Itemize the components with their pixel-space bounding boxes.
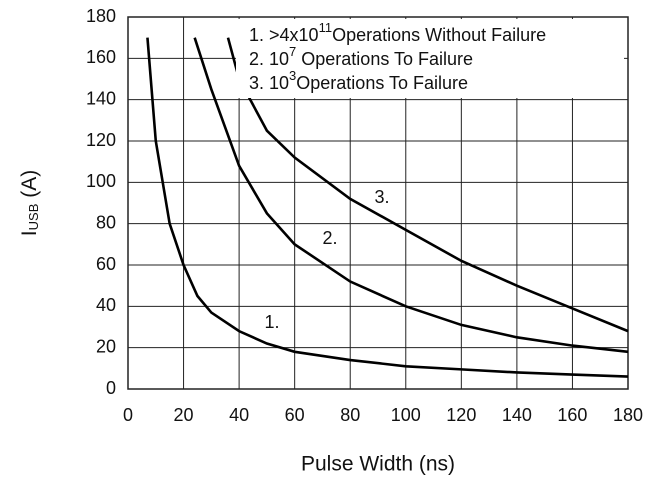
legend-text: 2. 10 (249, 49, 289, 69)
x-axis-label: Pulse Width (ns) (301, 453, 455, 476)
y-label-sub: USB (26, 204, 41, 231)
plot-frame (127, 16, 629, 390)
x-tick-label: 160 (557, 405, 587, 425)
y-tick-label: 160 (86, 47, 116, 67)
curve-label: 2. (322, 228, 337, 248)
x-tick-label: 40 (229, 405, 249, 425)
y-tick-label: 120 (86, 130, 116, 150)
curve (193, 37, 629, 354)
legend-entry: 3. 103Operations To Failure (249, 68, 468, 92)
x-tick-label: 120 (446, 405, 476, 425)
x-tick-label: 140 (502, 405, 532, 425)
y-tick-label: 100 (86, 171, 116, 191)
legend-sup: 7 (289, 44, 296, 59)
y-label-main: I (18, 230, 41, 236)
y-tick-label: 60 (96, 254, 116, 274)
y-label-suffix: (A) (18, 170, 41, 204)
legend-entry: 1. >4x1011Operations Without Failure (249, 20, 546, 44)
x-tick-label: 80 (340, 405, 360, 425)
x-tick-label: 100 (391, 405, 421, 425)
legend-sup: 11 (319, 20, 333, 35)
curve-label-bg (371, 186, 395, 208)
legend-text: Operations To Failure (296, 49, 473, 69)
x-tick-label: 0 (123, 405, 133, 425)
x-tick-label: 20 (174, 405, 194, 425)
legend-text: Operations Without Failure (332, 25, 546, 45)
legend-sup: 3 (289, 68, 296, 83)
x-tick-label: 60 (285, 405, 305, 425)
y-axis-label: IUSB (A) (18, 170, 42, 236)
y-tick-label: 140 (86, 88, 116, 108)
curve-label: 3. (374, 187, 389, 207)
x-tick-label: 180 (613, 405, 643, 425)
legend-text: 1. >4x10 (249, 25, 319, 45)
legend-text: Operations To Failure (296, 73, 468, 93)
legend-entry: 2. 107 Operations To Failure (249, 44, 473, 68)
y-tick-label: 40 (96, 295, 116, 315)
curve (226, 37, 629, 333)
legend-text: 3. 10 (249, 73, 289, 93)
curve-label-bg (319, 227, 343, 249)
y-tick-label: 180 (86, 6, 116, 26)
y-tick-label: 0 (106, 378, 116, 398)
y-tick-label: 20 (96, 336, 116, 356)
legend-box (236, 19, 624, 98)
curve-label-bg (261, 311, 285, 333)
curve-label: 1. (264, 312, 279, 332)
curve (146, 37, 629, 378)
y-tick-label: 80 (96, 212, 116, 232)
